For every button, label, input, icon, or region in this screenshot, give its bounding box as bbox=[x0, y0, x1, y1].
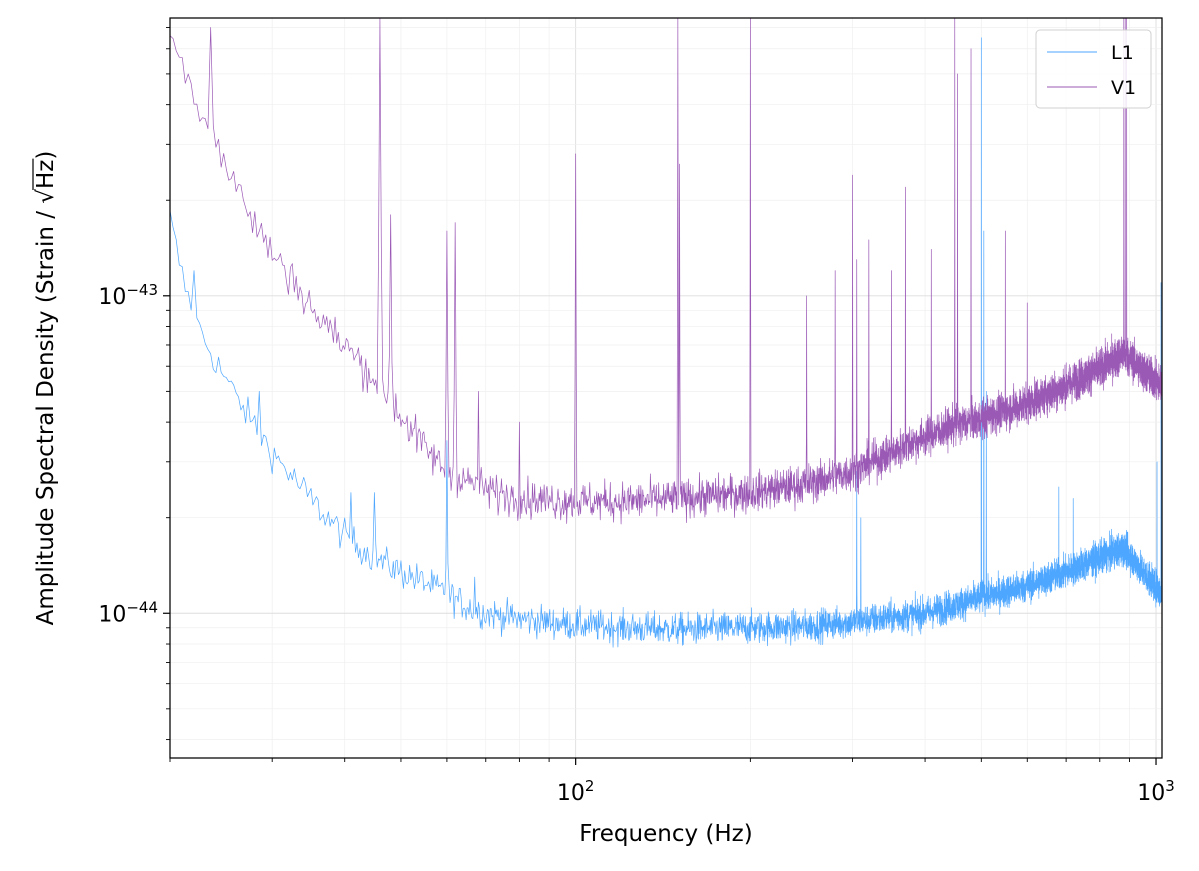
svg-text:Amplitude Spectral Density (St: Amplitude Spectral Density (Strain / √Hz… bbox=[33, 151, 59, 626]
sqrt-radicand: Hz bbox=[33, 160, 59, 189]
x-axis-label: Frequency (Hz) bbox=[579, 821, 752, 847]
x-tick-label: 103 bbox=[1137, 777, 1175, 806]
series-line-v1 bbox=[170, 18, 1162, 525]
x-axis: 102 103 bbox=[169, 758, 1175, 806]
y-axis-label: Amplitude Spectral Density (Strain / √Hz… bbox=[32, 151, 59, 626]
x-tick-label: 102 bbox=[557, 777, 595, 806]
y-axis: 10−44 10−43 bbox=[98, 27, 170, 741]
legend: L1 V1 bbox=[1035, 29, 1152, 109]
y-tick-label: 10−43 bbox=[98, 281, 158, 310]
sqrt-sign: √ bbox=[33, 189, 59, 204]
series-layer bbox=[170, 18, 1162, 648]
series-line-l1 bbox=[170, 37, 1162, 648]
plot-frame bbox=[169, 17, 1163, 759]
grid bbox=[169, 18, 1162, 758]
legend-box bbox=[1035, 29, 1152, 109]
legend-label-l1: L1 bbox=[1111, 42, 1134, 64]
legend-label-v1: V1 bbox=[1111, 77, 1136, 99]
y-tick-label: 10−44 bbox=[98, 598, 158, 627]
